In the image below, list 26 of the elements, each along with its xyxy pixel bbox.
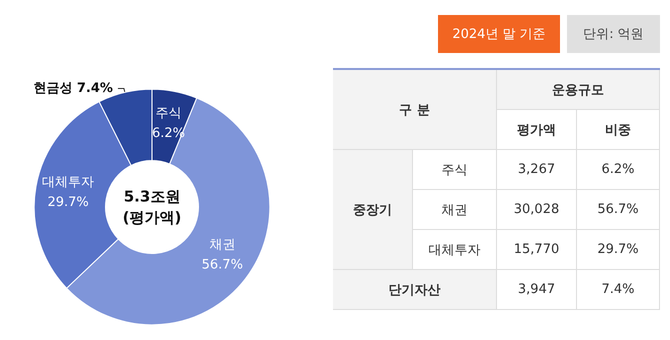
text: 3,947: [497, 270, 577, 310]
text: 대체투자: [413, 230, 497, 270]
text: 5.3조원 (평가액): [122, 188, 182, 226]
text: 채권: [413, 190, 497, 230]
text: 30,028: [497, 190, 577, 230]
text: 3,267: [497, 150, 577, 190]
slice-label: 현금성 7.4%: [33, 80, 113, 96]
text: 2024년 말 기준: [438, 15, 560, 53]
text: 단기자산: [333, 270, 497, 310]
text: 구 분: [333, 70, 497, 150]
data-label: 56.7%: [202, 258, 243, 273]
text: 비중: [577, 110, 660, 150]
data-label: 29.7%: [47, 194, 89, 210]
text: 단위: 억원: [567, 15, 660, 53]
text: 56.7%: [577, 190, 660, 230]
slice-label: 채권: [209, 238, 236, 253]
text: 6.2%: [577, 150, 660, 190]
text: 7.4%: [577, 270, 660, 310]
slice-label: 대체투자: [42, 174, 94, 190]
text: 주식: [413, 150, 497, 190]
text: 중장기: [333, 150, 413, 270]
text: 29.7%: [577, 230, 660, 270]
text: 15,770: [497, 230, 577, 270]
slice-label: 주식: [155, 106, 182, 121]
text: 평가액: [497, 110, 577, 150]
text: 운용규모: [497, 70, 660, 110]
